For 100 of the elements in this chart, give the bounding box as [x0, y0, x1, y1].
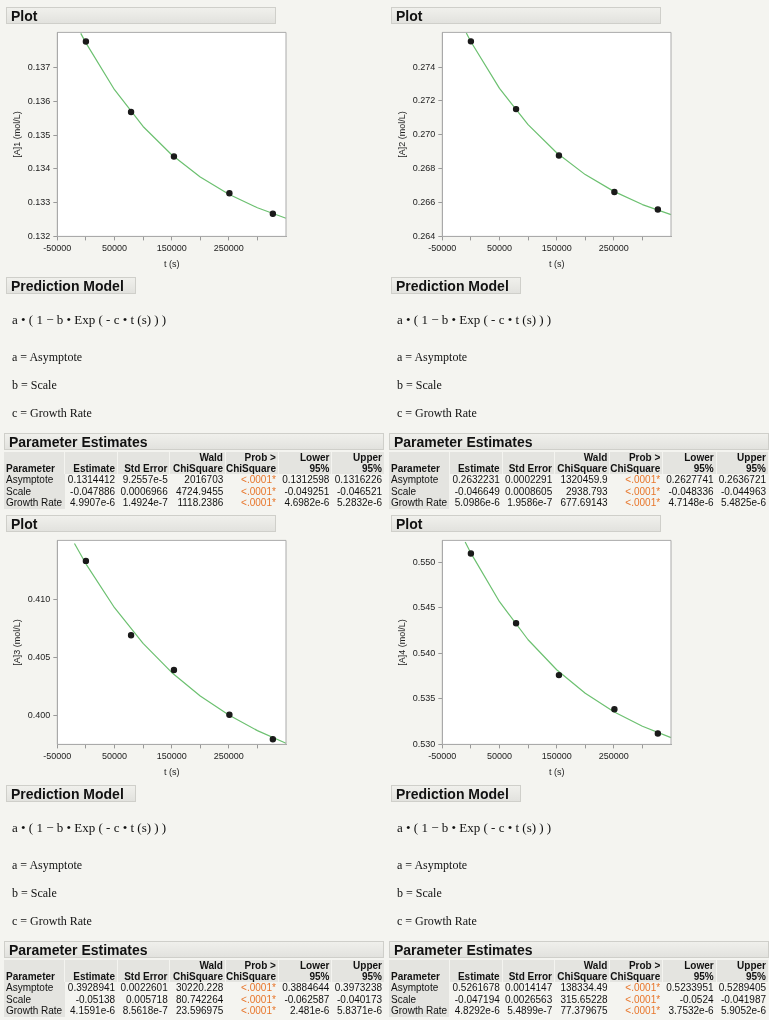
y-tick-label: 0.550 [412, 556, 436, 567]
text: a • ( 1 − b • Exp ( - c • t (s) ) ) [12, 312, 168, 328]
x-tick-label: -50000 [428, 243, 457, 254]
y-tick-label: 0.400 [27, 709, 51, 720]
y-axis-title: [A]2 (mol/L) [396, 111, 407, 158]
text: 315.65228 [560, 993, 608, 1005]
y-axis-title: [A]1 (mol/L) [11, 111, 22, 158]
category-label: Estimate [450, 960, 503, 982]
category-label: Prob > ChiSquare [225, 960, 279, 982]
category-label: Growth Rate [6, 1005, 63, 1016]
text: 0.0022601 [120, 982, 168, 993]
text: 0.0006966 [120, 485, 168, 497]
text: 4.6982e-6 [284, 497, 330, 508]
text: 1320459.9 [560, 474, 608, 485]
text: 8.5618e-7 [122, 1005, 168, 1016]
y-tick-label: 0.136 [27, 96, 51, 107]
category-label: Lower 95% [663, 452, 717, 474]
text: 0.3973238 [334, 982, 383, 993]
text: a = Asymptote [12, 858, 84, 873]
text: 1.4924e-7 [122, 497, 168, 508]
text: 3.7532e-6 [668, 1005, 714, 1016]
y-tick-label: 0.545 [412, 602, 436, 613]
text: a = Asymptote [12, 350, 84, 365]
text: 23.596975 [175, 1005, 224, 1016]
text: 4.9907e-6 [70, 497, 116, 508]
text: a • ( 1 − b • Exp ( - c • t (s) ) ) [12, 820, 168, 836]
text: a = Asymptote [397, 858, 469, 873]
y-tick-label: 0.134 [27, 163, 51, 174]
text: 30220.228 [175, 982, 224, 993]
text: <.0001* [241, 993, 276, 1005]
y-tick-label: 0.132 [27, 230, 51, 241]
category-label: Estimate [65, 960, 118, 982]
text: 0.1312598 [282, 474, 330, 485]
text: 5.0986e-6 [454, 497, 500, 508]
y-tick-label: 0.268 [412, 163, 436, 174]
category-label: Upper 95% [332, 452, 385, 474]
text: 5.4825e-6 [720, 497, 767, 508]
text: Prediction Model [391, 277, 521, 294]
text: 5.8371e-6 [336, 1005, 383, 1016]
text: b = Scale [397, 378, 443, 393]
category-label: Scale [6, 993, 32, 1005]
x-tick-label: -50000 [43, 243, 72, 254]
text: 5.9052e-6 [720, 1005, 767, 1016]
category-label: Scale [391, 485, 417, 497]
text: c = Growth Rate [397, 914, 478, 929]
text: <.0001* [625, 485, 661, 497]
category-label: Lower 95% [663, 960, 717, 982]
y-tick-label: 0.405 [27, 651, 51, 662]
text: 4.1591e-6 [70, 1005, 116, 1016]
x-axis-title: t (s) [163, 767, 180, 778]
category-label: Upper 95% [716, 452, 769, 474]
x-tick-label: 150000 [541, 243, 572, 254]
category-label: Prob > ChiSquare [225, 452, 279, 474]
text: Prediction Model [6, 785, 136, 802]
text: Parameter Estimates [389, 433, 769, 450]
y-tick-label: 0.410 [27, 594, 51, 604]
text: Parameter Estimates [389, 941, 769, 958]
text: 0.005718 [125, 993, 168, 1005]
text: -0.046649 [454, 485, 500, 497]
category-label: Prob > ChiSquare [610, 452, 664, 474]
category-label: Asymptote [6, 982, 54, 993]
text: b = Scale [397, 886, 443, 901]
text: -0.046521 [336, 485, 383, 497]
text: Parameter Estimates [4, 433, 384, 450]
text: 4.7148e-6 [668, 497, 714, 508]
x-tick-label: 50000 [101, 243, 128, 254]
text: <.0001* [241, 497, 276, 508]
x-tick-label: 250000 [213, 751, 244, 762]
category-label: Growth Rate [391, 497, 448, 508]
text: 0.1314412 [67, 474, 116, 485]
x-axis-title: t (s) [548, 767, 565, 778]
text: a • ( 1 − b • Exp ( - c • t (s) ) ) [397, 820, 553, 836]
text: 5.4899e-7 [507, 1005, 553, 1016]
category-label: Std Error [502, 960, 555, 982]
text: 0.5233951 [666, 982, 714, 993]
category-label: Prob > ChiSquare [610, 960, 664, 982]
y-tick-label: 0.530 [412, 738, 436, 749]
y-axis-title: [A]4 (mol/L) [396, 619, 407, 666]
x-tick-label: 150000 [156, 751, 187, 762]
text: <.0001* [625, 474, 661, 485]
text: Parameter Estimates [4, 941, 384, 958]
category-label: Parameter [4, 960, 66, 982]
text: 0.2627741 [666, 474, 714, 485]
category-label: Upper 95% [716, 960, 769, 982]
category-label: Asymptote [391, 982, 439, 993]
x-tick-label: 250000 [213, 243, 244, 254]
text: Prediction Model [6, 277, 136, 294]
chart-title: Plot [391, 7, 661, 24]
x-tick-label: 250000 [598, 243, 629, 254]
text: 0.1316226 [334, 474, 383, 485]
text: 77.379675 [560, 1005, 608, 1016]
text: 0.0026563 [504, 993, 553, 1005]
y-axis-title: [A]3 (mol/L) [11, 619, 22, 666]
chart-title: Plot [6, 7, 276, 24]
text: c = Growth Rate [397, 406, 478, 421]
category-label: Parameter [389, 960, 451, 982]
text: 80.742264 [175, 993, 224, 1005]
text: <.0001* [625, 497, 661, 508]
y-tick-label: 0.133 [27, 197, 51, 208]
category-label: Lower 95% [278, 452, 333, 474]
